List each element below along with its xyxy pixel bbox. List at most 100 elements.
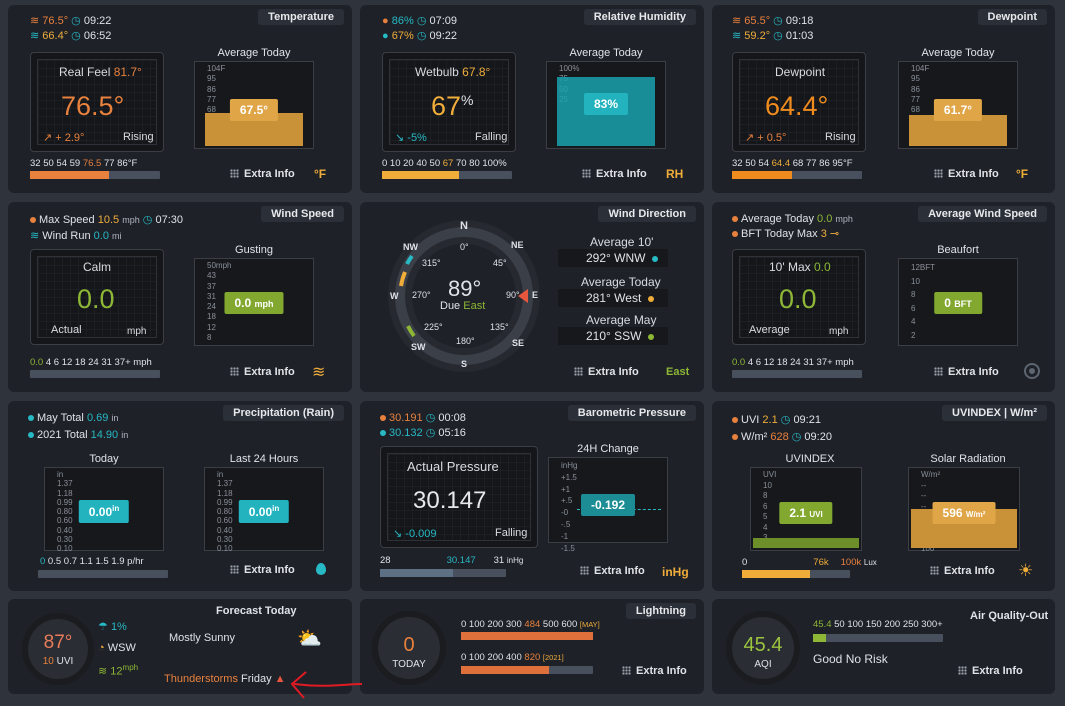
- temp-main-display: Real Feel 81.7° 76.5° ↗ + 2.9° Rising: [30, 52, 164, 152]
- grid-icon: [574, 367, 583, 376]
- pressure-main-display: Actual Pressure 30.147 ↘ -0.009 Falling: [380, 446, 538, 548]
- panel-title: Average Wind Speed: [918, 206, 1047, 222]
- extra-info-button[interactable]: Extra Info: [930, 565, 995, 577]
- temp-value: 76.5°: [61, 91, 125, 121]
- compass-icon: ◔: [98, 642, 105, 654]
- forecast-temp-circle: 87° 10 UVI: [22, 613, 94, 685]
- unit-label: inHg: [662, 565, 689, 579]
- lightning-month-bar: [461, 632, 593, 640]
- grid-icon: [582, 169, 591, 178]
- tick-labels: 50mph 43 37 31 24 18 12 8: [207, 261, 232, 343]
- wind-direction: ◔ WSW: [98, 642, 136, 654]
- dewpoint-main-display: Dewpoint 64.4° ↗ + 0.5° Rising: [732, 52, 866, 152]
- humidity-avg-gauge: 100%755025 83%: [546, 61, 666, 149]
- avg10-value: 292° WNW: [558, 249, 668, 267]
- extra-info-button[interactable]: Extra Info: [934, 366, 999, 378]
- grid-icon: [934, 367, 943, 376]
- warning-icon: ▲: [274, 673, 286, 685]
- wind-speed: ≋ 12mph: [98, 663, 139, 678]
- wind-main-display: Calm 0.0 Actual mph: [30, 249, 164, 345]
- clock-icon: ◷: [71, 30, 81, 42]
- annotation-arrow: [290, 671, 363, 699]
- tick-labels: in 1.37 1.18 0.99 0.80 0.60 0.40 0.30 0.10: [217, 470, 233, 554]
- clock-icon: ◷: [773, 15, 783, 27]
- panel-title: Air Quality-Out: [970, 610, 1049, 622]
- temp-scale: 32 50 54 59 76.5 77 86°F: [30, 158, 138, 169]
- grid-icon: [230, 565, 239, 574]
- panel-title: Barometric Pressure: [567, 405, 696, 421]
- tick-labels: 12BFT 10 8 6 4 2: [911, 263, 936, 340]
- gauge-fill: [753, 538, 859, 548]
- temp-high: ≋ 76.5° ◷ 09:22: [30, 15, 112, 27]
- humidity-panel: Relative Humidity ● 86% ◷ 07:09 ● 67% ◷ …: [360, 5, 704, 193]
- rain-chance: ☂ 1%: [98, 621, 127, 633]
- humidity-value: 67%: [431, 91, 474, 121]
- dewpoint-high: ≋ 65.5° ◷ 09:18: [732, 15, 814, 27]
- clock-icon: ◷: [71, 15, 81, 27]
- wind-icon: ≋: [98, 665, 108, 678]
- extra-info-button[interactable]: Extra Info: [230, 564, 295, 576]
- humidity-high: ● 86% ◷ 07:09: [382, 15, 458, 27]
- dewpoint-avg-gauge: 104F95867768595041 61.7°: [898, 61, 1018, 149]
- grid-icon: [930, 566, 939, 575]
- trend-up-icon: ↗: [43, 132, 53, 144]
- wind-due: Due East: [440, 300, 486, 312]
- lightning-panel: Lightning 0 TODAY 0 100 200 300 484 500 …: [360, 599, 704, 694]
- avgwind-scale: 0.0 4 6 12 18 24 31 37+ mph: [732, 357, 854, 368]
- panel-title: Forecast Today: [216, 605, 297, 617]
- panel-title: Wind Speed: [261, 206, 344, 222]
- extra-info-button[interactable]: Extra Info: [580, 565, 645, 577]
- tick-labels: in 1.37 1.18 0.99 0.80 0.60 0.40 0.30 0.10: [57, 470, 73, 554]
- extra-info-button[interactable]: Extra Info: [230, 168, 295, 180]
- pressure-low: 30.132 ◷ 05:16: [380, 426, 466, 439]
- extra-info-button[interactable]: Extra Info: [622, 665, 687, 677]
- lux-bar: [742, 570, 850, 578]
- avgwind-main-display: 10' Max 0.0 0.0 Average mph: [732, 249, 866, 345]
- cold-icon: ≋: [732, 30, 742, 42]
- wind-bar: [30, 370, 160, 378]
- wind-icon: ≋: [30, 230, 40, 242]
- dewpoint-value: 64.4°: [765, 91, 829, 121]
- heat-icon: ≋: [30, 15, 40, 27]
- dewpoint-panel: Dewpoint ≋ 65.5° ◷ 09:18 ≋ 59.2° ◷ 01:03…: [712, 5, 1055, 193]
- extra-info-button[interactable]: Extra Info: [582, 168, 647, 180]
- pressure-panel: Barometric Pressure 30.191 ◷ 00:08 30.13…: [360, 401, 704, 591]
- precipitation-panel: Precipitation (Rain) May Total 0.69 in 2…: [8, 401, 352, 591]
- clock-icon: ◷: [416, 15, 427, 27]
- grid-icon: [230, 169, 239, 178]
- unit-label: °F: [314, 167, 327, 181]
- drop-icon: ●: [382, 15, 389, 27]
- lux-scale: 0 76k 100k Lux: [742, 557, 877, 568]
- grid-icon: [230, 367, 239, 376]
- temperature-panel: Temperature ≋ 76.5° ◷ 09:22 ≋ 66.4° ◷ 06…: [8, 5, 352, 193]
- tick-labels: UVI1086543: [763, 470, 777, 542]
- trend-up-icon: ↗: [745, 132, 755, 144]
- avg-today-wind: Average Today 0.0 mph: [732, 213, 853, 225]
- clock-icon: ◷: [425, 427, 436, 439]
- max-speed: Max Speed 10.5 mph ◷ 07:30: [30, 213, 183, 226]
- uvi-max: UVI 2.1 ◷ 09:21: [732, 413, 821, 426]
- extra-info-button[interactable]: Extra Info: [230, 366, 295, 378]
- panel-title: Dewpoint: [977, 9, 1047, 25]
- rain-bar: [38, 570, 168, 578]
- extra-info-button[interactable]: Extra Info: [958, 665, 1023, 677]
- uvi-gauge: UVI1086543 2.1 UVI: [750, 467, 862, 551]
- dewpoint-scale: 32 50 54 64.4 68 77 86 95°F: [732, 158, 853, 169]
- clock-icon: ◷: [791, 431, 802, 443]
- rain-scale: 0 0.5 0.7 1.1 1.5 1.9 p/hr: [40, 556, 144, 567]
- avgmay-value: 210° SSW: [558, 327, 668, 345]
- temp-low: ≋ 66.4° ◷ 06:52: [30, 30, 112, 42]
- humidity-bar: [382, 171, 512, 179]
- panel-title: Relative Humidity: [583, 9, 696, 25]
- extra-info-button[interactable]: Extra Info: [934, 168, 999, 180]
- trend-down-icon: ↘: [393, 528, 403, 540]
- clock-icon: ◷: [773, 30, 783, 42]
- panel-title: UVINDEX | W/m²: [942, 405, 1047, 421]
- partly-sunny-icon: ⛅: [297, 628, 322, 650]
- wind-waves-icon: ≋: [312, 364, 326, 381]
- tick-labels: inHg +1.5 +1 +.5 -0 -.5 -1 -1.5: [561, 461, 578, 553]
- avgwind-value: 0.0: [779, 284, 817, 314]
- air-quality-panel: Air Quality-Out 45.4 AQI 45.4 50 100 150…: [712, 599, 1055, 694]
- extra-info-button[interactable]: Extra Info: [574, 366, 639, 378]
- clock-icon: ◷: [425, 412, 436, 424]
